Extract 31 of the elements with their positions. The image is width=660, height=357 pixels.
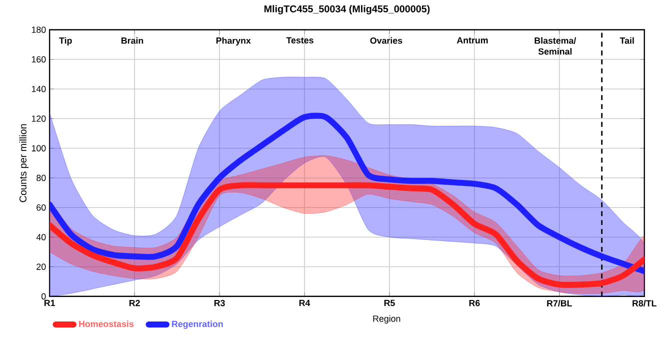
x-tick-label: R6 (469, 300, 480, 306)
y-tick-label: 80 (36, 174, 46, 182)
x-tick-label: R5 (384, 300, 395, 306)
y-tick-label: 160 (32, 56, 46, 63)
y-tick-label: 120 (32, 116, 46, 122)
y-tick-label: 60 (36, 204, 46, 211)
y-tick-label: 100 (32, 145, 46, 152)
annotation: Testes (286, 37, 314, 44)
chart-title: MligTC455_50034 (Mlig455_000005) (264, 5, 430, 14)
annotation: Tail (620, 37, 634, 44)
x-tick-label: R7/BL (547, 300, 572, 307)
y-tick-label: 40 (36, 234, 46, 240)
annotation: Pharynx (216, 37, 251, 46)
x-tick-label: R4 (299, 300, 310, 306)
x-tick-label: R3 (214, 300, 225, 306)
annotation: Brain (121, 37, 144, 44)
y-tick-label: 20 (36, 264, 46, 270)
annotation: Antrum (456, 37, 488, 44)
y-tick-label: 180 (32, 26, 46, 33)
x-tick-label: R1 (44, 300, 55, 306)
annotation: Blastema/ Seminal (534, 37, 576, 55)
y-tick-label: 140 (32, 86, 46, 92)
legend-label: Regenration (172, 320, 223, 329)
x-tick-label: R8/TL (632, 300, 656, 307)
x-tick-label: R2 (129, 300, 140, 306)
annotation: Tip (59, 37, 72, 46)
legend-label: Homeostasis (79, 320, 134, 328)
y-axis-title: Counts per million (19, 124, 28, 202)
y-tick-label: 0 (41, 293, 46, 300)
annotation: Ovaries (370, 37, 402, 44)
x-axis-title: Region (373, 315, 400, 324)
